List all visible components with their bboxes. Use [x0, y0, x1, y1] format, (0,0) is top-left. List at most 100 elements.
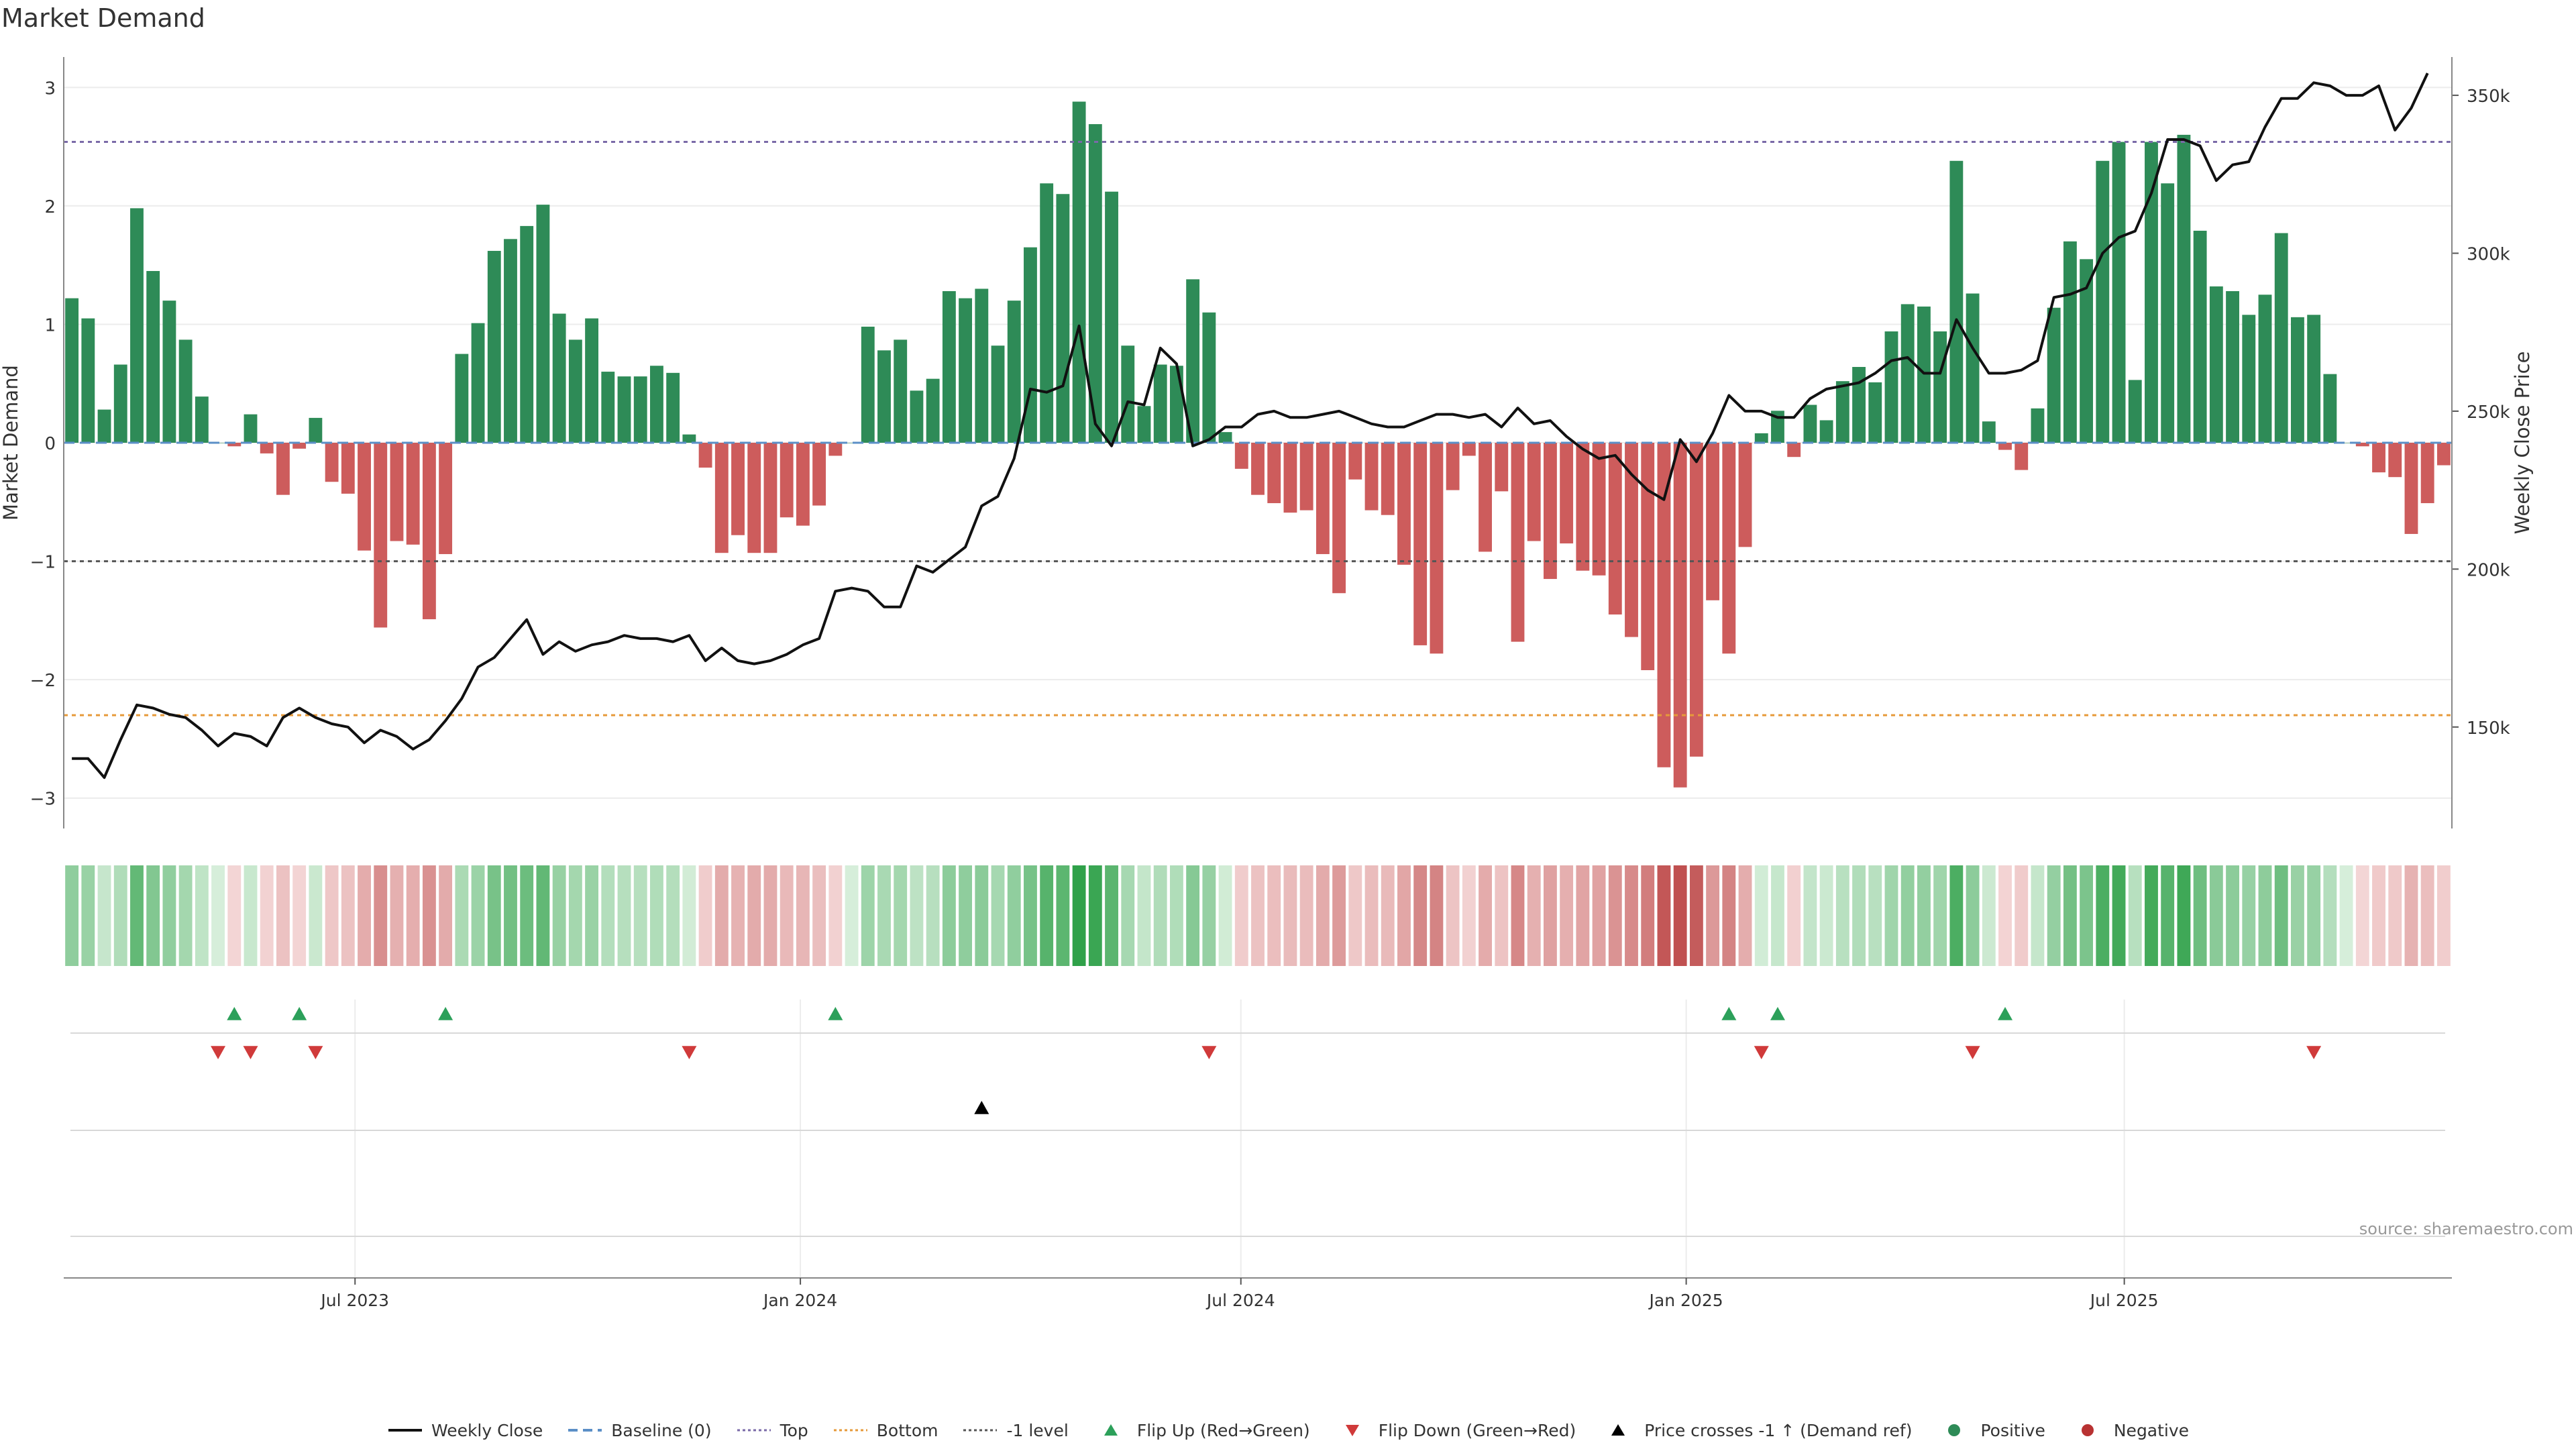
heat-cell: [2015, 865, 2029, 966]
heat-cell: [1966, 865, 1980, 966]
demand-bar: [260, 443, 274, 453]
heat-cell: [1803, 865, 1817, 966]
legend-label: -1 level: [1006, 1420, 1069, 1440]
heat-cell: [1024, 865, 1037, 966]
y2-tick-label: 350k: [2467, 87, 2510, 107]
demand-bar: [1364, 443, 1379, 511]
demand-bar: [1852, 367, 1866, 443]
heat-cell: [227, 865, 241, 966]
heat-cell: [1332, 865, 1346, 966]
legend: Weekly Close Baseline (0) Top Bottom -1 leve…: [0, 1417, 2576, 1444]
heat-cell: [682, 865, 696, 966]
demand-bar: [1234, 443, 1248, 469]
demand-bar: [1462, 443, 1476, 456]
heat-cell: [276, 865, 290, 966]
flip-down-marker: [1201, 1046, 1217, 1059]
demand-bar: [568, 339, 582, 443]
demand-bar: [1933, 331, 1947, 443]
demand-bar: [65, 298, 79, 443]
heat-cell: [1835, 865, 1849, 966]
demand-bar: [292, 443, 307, 449]
demand-bar: [1479, 443, 1492, 552]
heat-cell: [1852, 865, 1866, 966]
x-axis: Jul 2023 Jan 2024 Jul 2024 Jan 2025 Jul 2025: [64, 1277, 2452, 1310]
demand-bar: [1137, 406, 1151, 443]
heat-cell: [763, 865, 777, 966]
demand-bar: [358, 443, 371, 551]
heat-cell: [796, 865, 810, 966]
price-line-layer: [72, 72, 2429, 780]
heat-cell: [2128, 865, 2142, 966]
heat-cell: [633, 865, 647, 966]
demand-bar: [406, 443, 420, 545]
heat-cell: [780, 865, 794, 966]
demand-bar: [1251, 443, 1265, 495]
heat-cell: [714, 865, 729, 966]
heat-cell: [2323, 865, 2337, 966]
heat-cell: [1576, 865, 1590, 966]
demand-bar: [698, 443, 712, 468]
demand-bar: [422, 443, 436, 620]
x-tick-label: Jul 2025: [2089, 1291, 2159, 1310]
demand-bar: [309, 417, 323, 443]
demand-bar: [1153, 364, 1167, 443]
heat-cell: [568, 865, 582, 966]
heat-cell: [309, 865, 323, 966]
heat-cell: [747, 865, 761, 966]
heat-cell: [1446, 865, 1460, 966]
legend-marker: [1948, 1424, 1961, 1436]
demand-bar: [455, 354, 469, 443]
heat-cell: [1689, 865, 1703, 966]
demand-bars: [65, 101, 2451, 788]
heat-cell: [422, 865, 436, 966]
demand-bar: [650, 366, 663, 443]
heat-cell: [81, 865, 95, 966]
heat-cell: [828, 865, 843, 966]
legend-item: Baseline (0): [567, 1420, 712, 1440]
heat-cell: [113, 865, 127, 966]
demand-bar: [1495, 443, 1509, 492]
heat-cell: [1738, 865, 1752, 966]
demand-bar: [97, 409, 111, 443]
heat-cell: [2096, 865, 2110, 966]
demand-bar: [2209, 286, 2223, 443]
demand-bar: [991, 345, 1005, 443]
heat-cell: [1819, 865, 1833, 966]
heat-cell: [2242, 865, 2256, 966]
demand-bar: [959, 298, 973, 443]
heat-cell: [1218, 865, 1232, 966]
heat-cell: [1657, 865, 1671, 966]
demand-bar: [1738, 443, 1752, 547]
heat-cell: [1722, 865, 1736, 966]
heat-cell: [130, 865, 144, 966]
demand-bar: [341, 443, 355, 494]
heat-cell: [1153, 865, 1167, 966]
demand-bar: [1608, 443, 1622, 615]
y-axis-label-right: Weekly Close Price: [2511, 352, 2534, 535]
triangle-up-icon: [1611, 1424, 1625, 1436]
flip-up-marker: [227, 1007, 242, 1020]
heat-cell: [877, 865, 891, 966]
y2-tick-label: 250k: [2467, 402, 2510, 423]
heat-cell: [1202, 865, 1216, 966]
y-tick-label: 1: [44, 315, 56, 335]
heat-cell: [2047, 865, 2061, 966]
legend-label: Baseline (0): [611, 1420, 712, 1440]
heat-cell: [1413, 865, 1428, 966]
heat-cell: [2339, 865, 2353, 966]
demand-bar: [536, 205, 550, 443]
demand-bar: [1803, 405, 1817, 443]
demand-bar: [2063, 241, 2077, 443]
y-axis-label-left: Market Demand: [0, 365, 22, 521]
flip-down-marker: [211, 1046, 226, 1059]
demand-bar: [195, 396, 209, 443]
demand-bar: [1169, 366, 1183, 443]
heat-cell: [2226, 865, 2239, 966]
circle-icon: [2081, 1424, 2094, 1436]
heat-cell: [1299, 865, 1313, 966]
y-tick-label: 0: [44, 434, 56, 454]
legend-label: Weekly Close: [431, 1420, 543, 1440]
demand-bar: [1397, 443, 1411, 565]
heat-cell: [1511, 865, 1525, 966]
heat-cell: [1868, 865, 1882, 966]
